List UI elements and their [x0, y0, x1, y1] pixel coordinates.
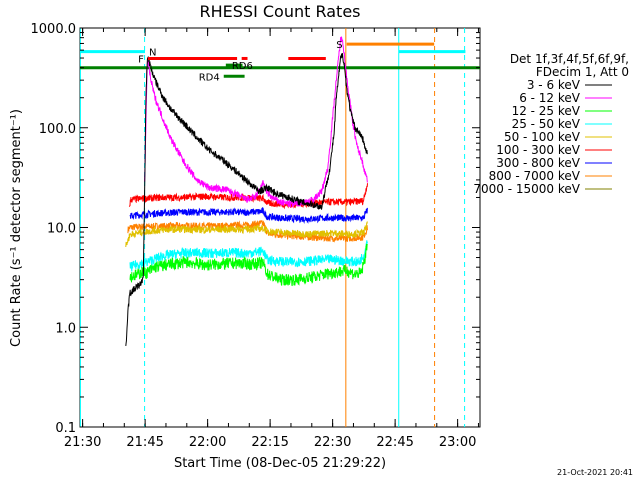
- legend-entry-label: 50 - 100 keV: [504, 130, 581, 144]
- chart-title: RHESSI Count Rates: [200, 2, 361, 21]
- y-axis-label: Count Rate (s⁻¹ detector segment⁻¹): [9, 109, 24, 347]
- legend-header-line: FDecim 1, Att 0: [536, 65, 629, 79]
- x-tick-label: 22:45: [376, 435, 413, 450]
- series-line-25-50-kev: [129, 240, 368, 272]
- series-line-50-100-kev: [125, 221, 368, 248]
- legend-entry-label: 6 - 12 keV: [519, 91, 581, 105]
- y-tick-label: 1000.0: [31, 22, 77, 37]
- legend: Det 1f,3f,4f,5f,6f,9f,FDecim 1, Att 03 -…: [473, 52, 629, 196]
- annotation-label-s: S: [336, 40, 342, 51]
- legend-entry-label: 300 - 800 keV: [496, 156, 580, 170]
- x-tick-label: 23:00: [439, 435, 476, 450]
- series-line-100-300-kev: [128, 183, 368, 210]
- y-tick-label: 0.1: [55, 421, 76, 436]
- legend-entry-label: 800 - 7000 keV: [489, 169, 581, 183]
- x-tick-label: 22:00: [189, 435, 226, 450]
- data-layer: F RD6 RD4 N S: [79, 28, 480, 427]
- annotation-label-f: F: [138, 54, 144, 65]
- footer-timestamp: 21-Oct-2021 20:41: [557, 468, 633, 477]
- series-line-300-800-kev: [129, 206, 368, 224]
- x-tick-label: 21:30: [64, 435, 101, 450]
- x-tick-label: 21:45: [126, 435, 163, 450]
- series-line-800-7000-kev: [127, 220, 368, 243]
- annotation-label-rd6: RD6: [232, 61, 253, 72]
- x-axis-label: Start Time (08-Dec-05 21:29:22): [174, 456, 386, 471]
- y-tick-label: 10.0: [47, 222, 76, 237]
- annotation-label-n: N: [149, 48, 156, 59]
- axes-layer: 0.1 1.0 10.0 100.0 1000.0 21:30 21:45 22:00 22:1…: [31, 22, 480, 450]
- legend-entry-label: 12 - 25 keV: [512, 104, 581, 118]
- legend-entry-label: 3 - 6 keV: [527, 78, 581, 92]
- legend-entry-label: 7000 - 15000 keV: [473, 182, 580, 196]
- legend-entry-label: 100 - 300 keV: [496, 143, 580, 157]
- x-tick-label: 22:15: [251, 435, 288, 450]
- legend-entry-label: 25 - 50 keV: [512, 117, 581, 131]
- y-tick-label: 1.0: [55, 321, 76, 336]
- series-line-6-12-kev: [144, 36, 368, 208]
- series-line-3-6-kev: [125, 53, 368, 346]
- annotation-label-rd4: RD4: [199, 72, 220, 83]
- y-tick-label: 100.0: [39, 122, 76, 137]
- x-tick-label: 22:30: [314, 435, 351, 450]
- series-line-12-25-kev: [129, 243, 368, 287]
- legend-header-line: Det 1f,3f,4f,5f,6f,9f,: [510, 52, 629, 66]
